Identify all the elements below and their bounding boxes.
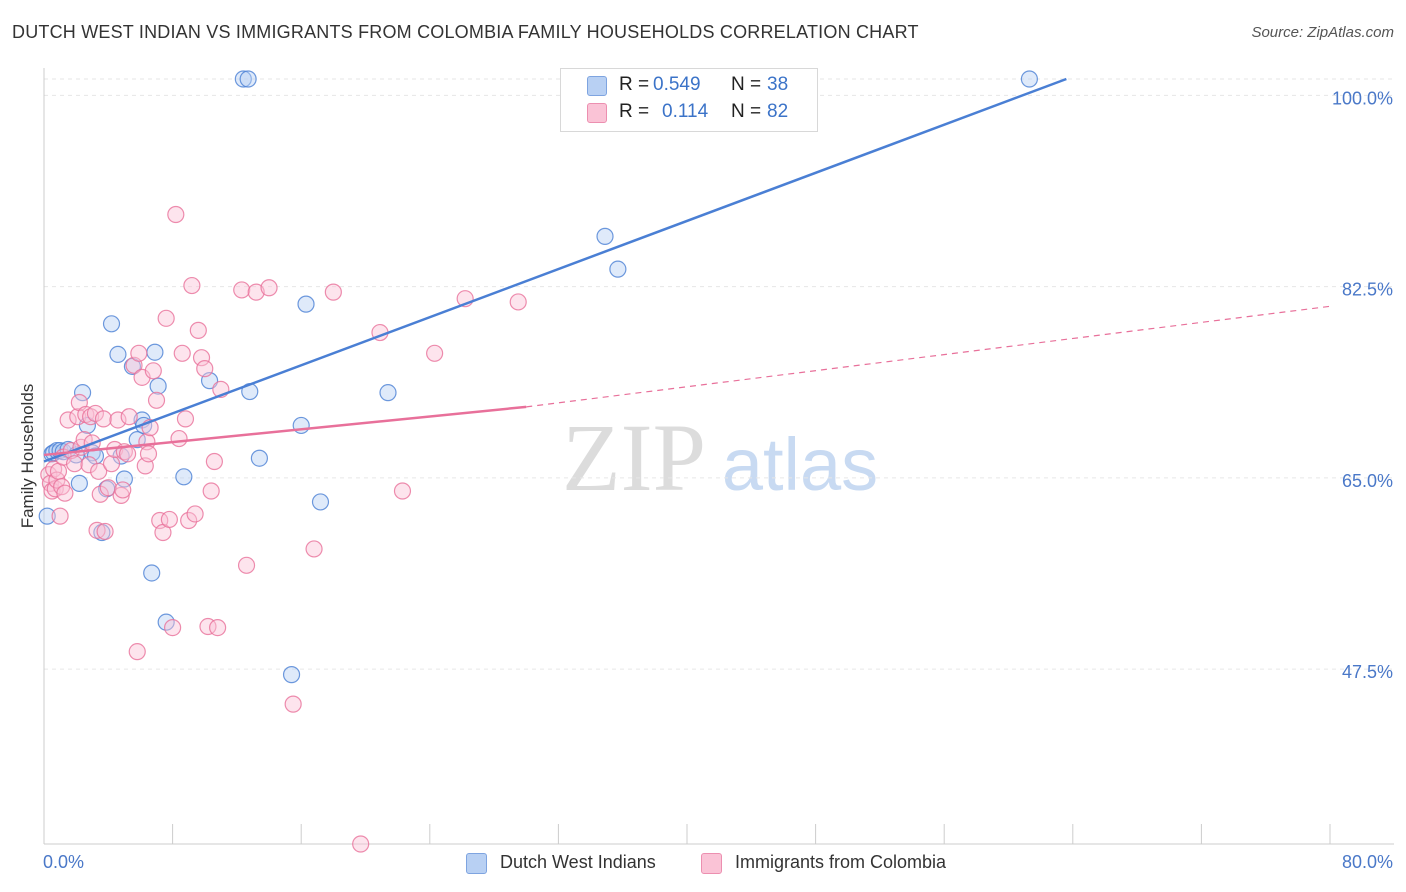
- dutch-west-indians-point: [297, 295, 315, 313]
- colombia-point: [51, 507, 69, 525]
- colombia-point: [120, 408, 138, 426]
- dutch-west-indians-point: [234, 70, 252, 88]
- colombia-point: [96, 522, 114, 541]
- legend-n-value: 82: [767, 101, 789, 122]
- colombia-point: [65, 455, 84, 473]
- x-tick-min: 0.0%: [43, 852, 85, 872]
- dutch-west-indians-point: [73, 384, 92, 402]
- colombia-point: [139, 445, 158, 463]
- dutch-west-indians-point: [311, 493, 330, 511]
- colombia-point: [173, 344, 191, 362]
- colombia-point: [237, 556, 256, 574]
- colombia-point: [205, 452, 223, 471]
- watermark-atlas: atlas: [722, 423, 878, 506]
- colombia-point: [192, 349, 211, 367]
- dutch-west-indians-point: [70, 474, 88, 492]
- trendline-colombia: [43, 405, 527, 457]
- y-tick-label: 65.0%: [1342, 471, 1393, 491]
- colombia-point: [157, 309, 175, 327]
- colombia-point: [46, 480, 64, 498]
- colombia-point: [186, 505, 204, 523]
- dutch-west-indians-point: [379, 384, 397, 402]
- colombia-point: [56, 484, 74, 502]
- dutch-west-indians-point: [146, 343, 164, 361]
- dutch-west-indians-point: [102, 315, 121, 333]
- colombia-point: [164, 619, 182, 637]
- bottom-legend-swatch-pink: [701, 853, 722, 874]
- dutch-west-indians-point: [175, 468, 193, 486]
- colombia-point: [147, 391, 166, 409]
- trendline-colombia-extension: [526, 305, 1331, 408]
- colombia-point: [260, 279, 278, 297]
- colombia-point: [202, 482, 220, 500]
- stats-legend: R = 0.549 N = 38 R = 0.114 N = 82: [560, 68, 818, 132]
- colombia-point: [82, 408, 100, 426]
- colombia-point: [180, 511, 198, 530]
- dutch-west-indians-point: [38, 507, 56, 525]
- dutch-west-indians-point: [250, 449, 269, 467]
- dutch-west-indians-point: [149, 377, 167, 395]
- y-tick-label: 47.5%: [1342, 662, 1393, 682]
- colombia-point: [109, 411, 127, 429]
- legend-n-value: 38: [767, 74, 789, 95]
- dutch-west-indians-point: [143, 564, 161, 582]
- dutch-west-indians-point: [109, 345, 127, 363]
- x-tick-max: 80.0%: [1341, 852, 1393, 872]
- colombia-point: [284, 695, 302, 713]
- dutch-west-indians-point: [239, 70, 257, 88]
- chart-title: DUTCH WEST INDIAN VS IMMIGRANTS FROM COL…: [12, 22, 919, 42]
- bottom-legend-swatch-blue: [466, 853, 487, 874]
- colombia-point: [49, 462, 68, 480]
- dutch-west-indians-point: [282, 666, 301, 684]
- colombia-point: [305, 540, 323, 558]
- colombia-point: [189, 321, 207, 339]
- colombia-point: [183, 276, 201, 295]
- colombia-point: [102, 455, 121, 473]
- colombia-point: [99, 479, 117, 497]
- colombia-point: [90, 462, 108, 480]
- colombia-point: [80, 456, 98, 474]
- colombia-point: [509, 293, 527, 311]
- colombia-point: [160, 510, 178, 529]
- colombia-point: [130, 344, 148, 362]
- colombia-point: [94, 410, 113, 428]
- legend-r-value: 0.549: [653, 74, 701, 95]
- legend-swatch-pink: [587, 103, 607, 123]
- trendline-dutch-west-indians: [43, 77, 1067, 463]
- dutch-west-indians-point: [609, 260, 627, 278]
- source-label: Source: ZipAtlas.com: [1251, 24, 1394, 41]
- colombia-point: [247, 283, 265, 301]
- legend-r-value: 0.114: [662, 101, 709, 122]
- y-tick-label: 100.0%: [1332, 88, 1393, 108]
- colombia-point: [128, 643, 146, 661]
- bottom-legend-label: Immigrants from Colombia: [735, 852, 947, 872]
- dutch-west-indians-point: [596, 227, 614, 245]
- dutch-west-indians-point: [78, 416, 97, 435]
- colombia-point: [324, 283, 342, 301]
- legend-n-label: N =: [731, 101, 762, 122]
- watermark-zip: ZIP: [562, 404, 706, 511]
- colombia-point: [393, 482, 412, 500]
- colombia-point: [426, 344, 444, 362]
- dutch-west-indians-point: [1020, 70, 1038, 88]
- bottom-legend-label: Dutch West Indians: [500, 852, 656, 872]
- colombia-point: [114, 481, 132, 499]
- colombia-point: [196, 360, 214, 378]
- legend-n-label: N =: [731, 74, 762, 95]
- colombia-point: [167, 205, 185, 224]
- legend-r-label: R =: [619, 74, 650, 95]
- colombia-point: [352, 835, 370, 853]
- y-tick-label: 82.5%: [1342, 280, 1393, 300]
- colombia-point: [176, 410, 195, 428]
- colombia-point: [170, 429, 188, 448]
- dutch-west-indians-point: [115, 470, 133, 488]
- colombia-point: [233, 281, 251, 299]
- colombia-point: [209, 619, 227, 637]
- colombia-point: [144, 362, 162, 380]
- legend-r-label: R =: [619, 101, 650, 122]
- colombia-point: [59, 411, 77, 429]
- legend-swatch-blue: [587, 76, 607, 96]
